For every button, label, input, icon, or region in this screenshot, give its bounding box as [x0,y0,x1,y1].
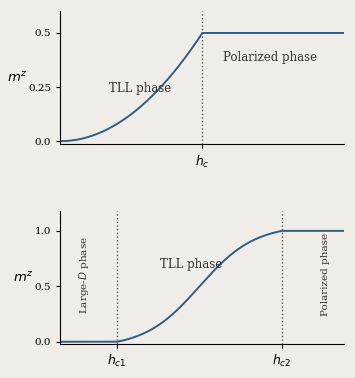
Text: TLL phase: TLL phase [160,258,222,271]
Text: Polarized phase: Polarized phase [321,233,331,316]
Text: Polarized phase: Polarized phase [223,51,318,64]
Y-axis label: $m^z$: $m^z$ [13,270,34,285]
Y-axis label: $m^z$: $m^z$ [7,71,27,85]
Text: TLL phase: TLL phase [109,82,171,95]
Text: Large-$D$ phase: Large-$D$ phase [77,236,92,314]
